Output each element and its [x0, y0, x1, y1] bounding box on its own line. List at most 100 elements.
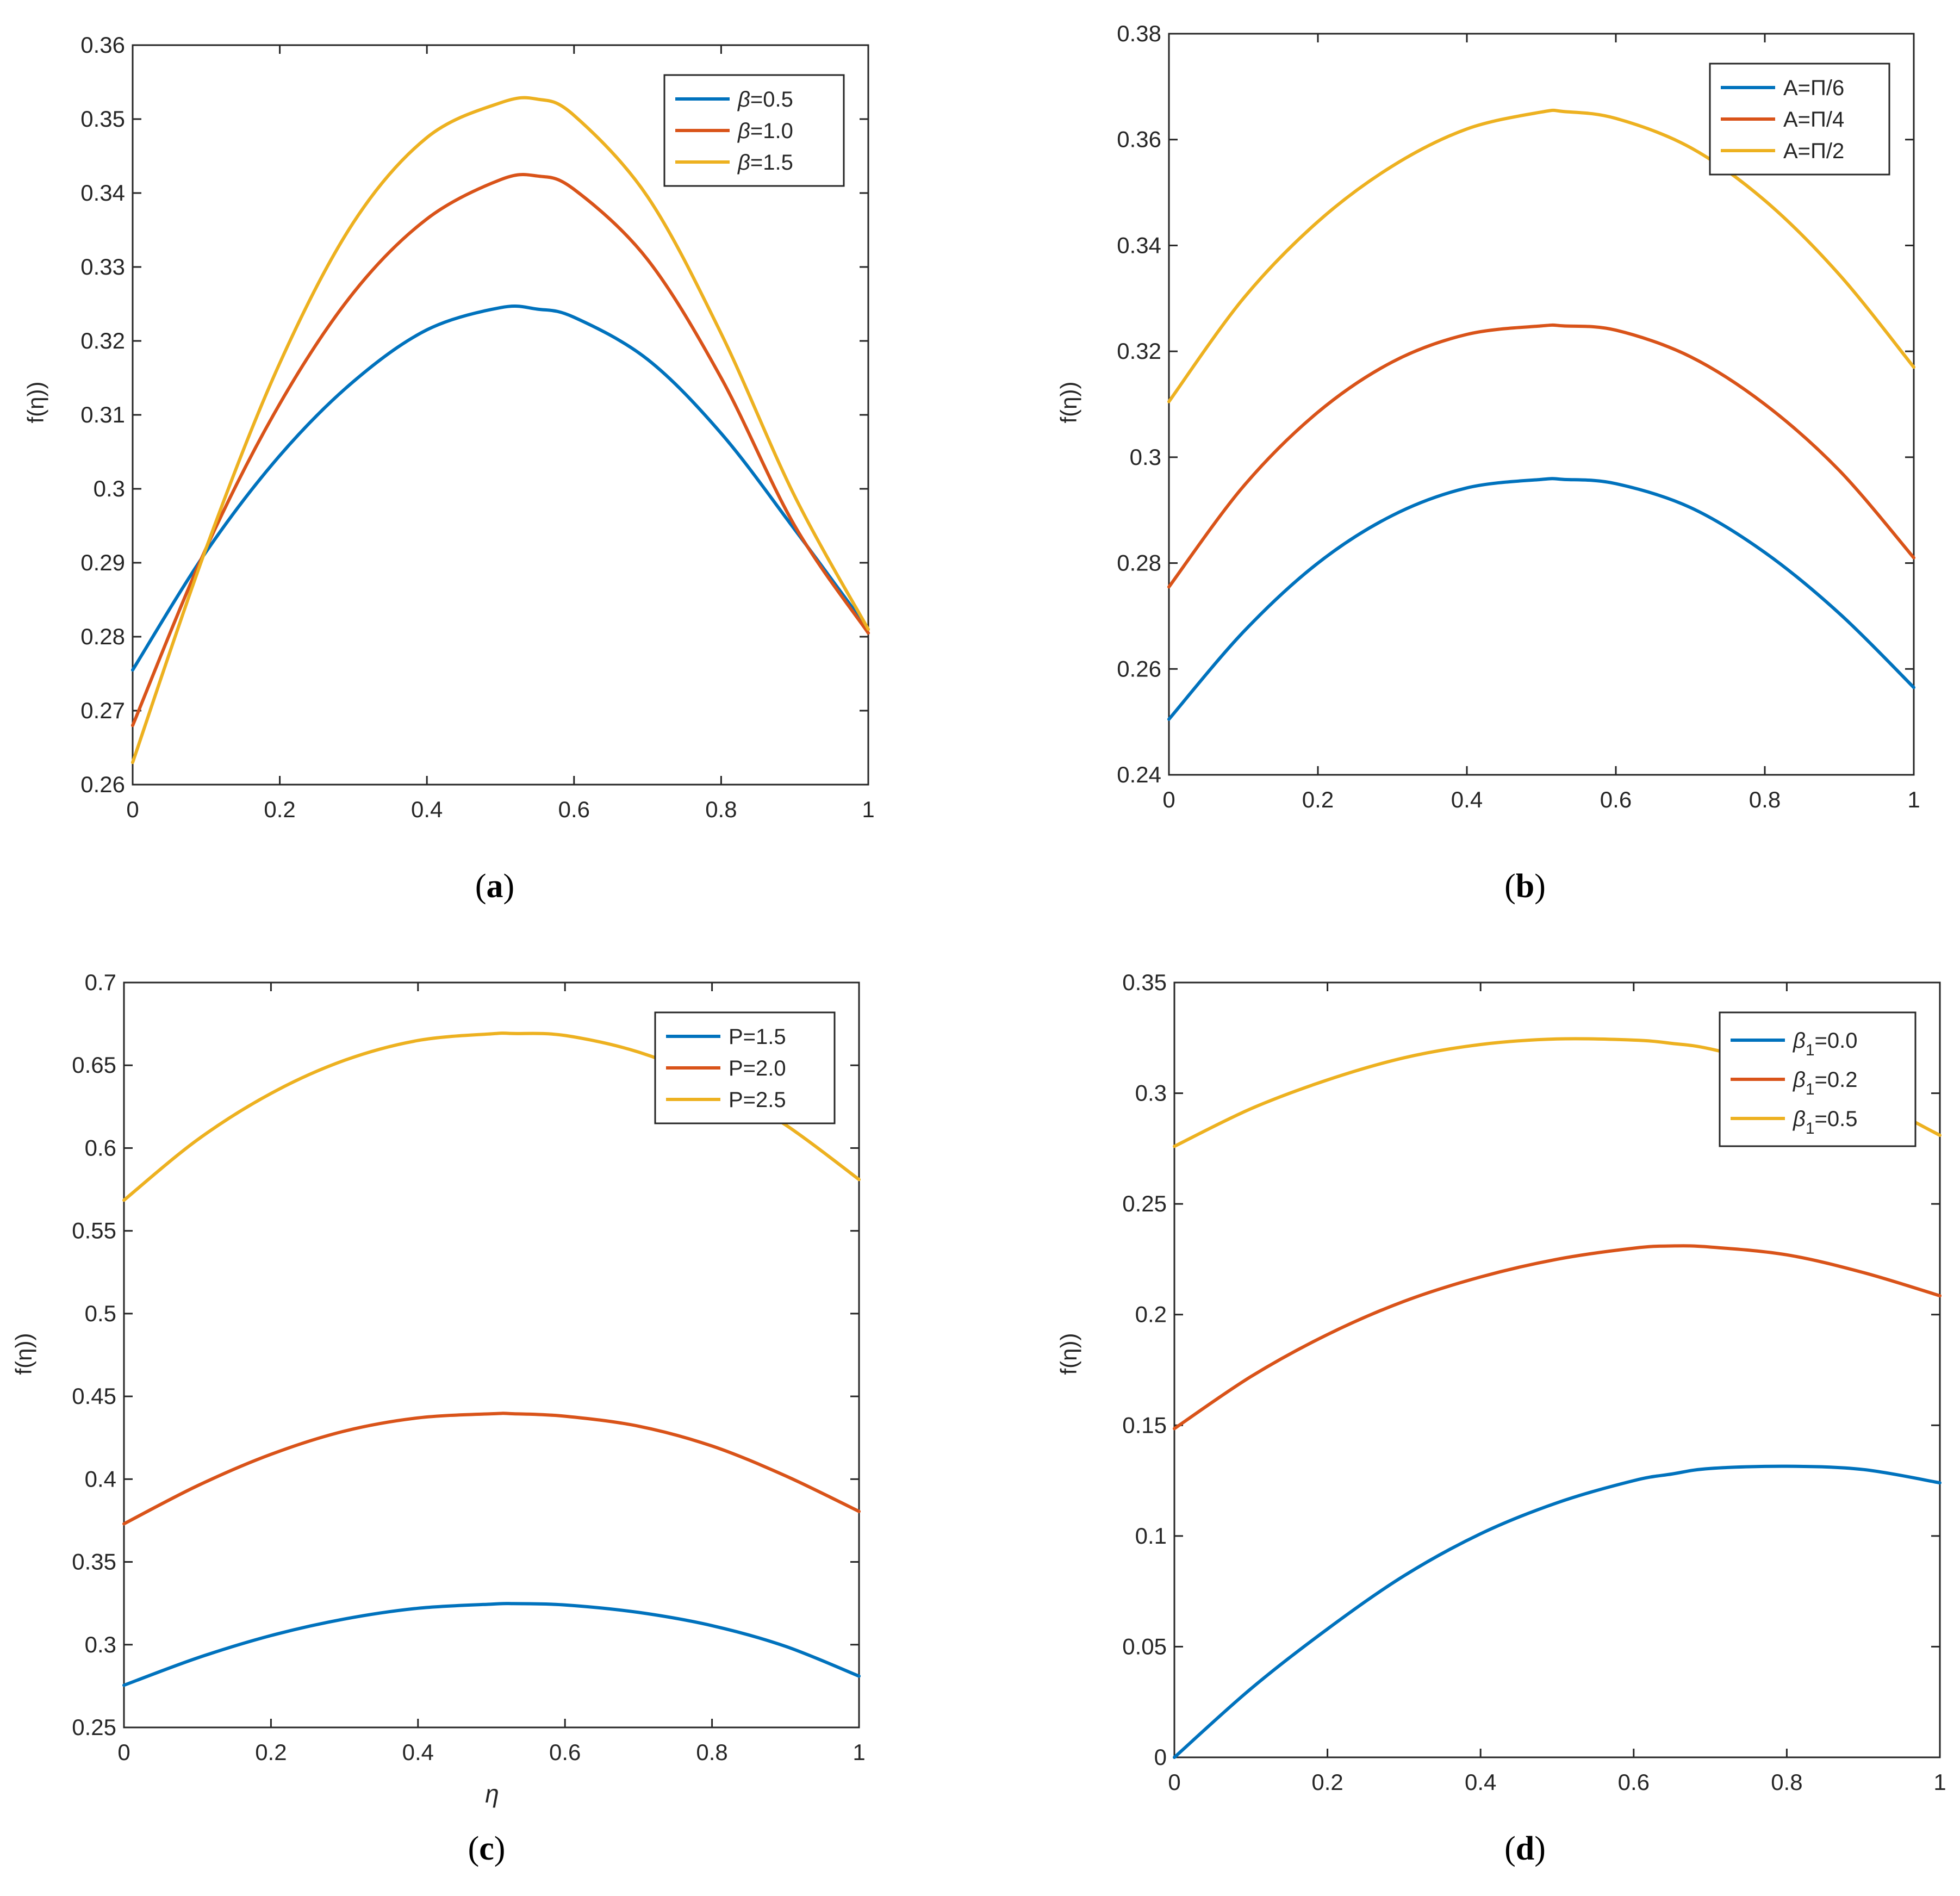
- y-tick-label: 0.28: [80, 624, 125, 649]
- y-tick-label: 0.6: [85, 1135, 116, 1160]
- legend: P=1.5 P=2.0 P=2.5: [654, 1011, 836, 1124]
- y-tick-label: 0.55: [72, 1218, 116, 1244]
- x-tick-label: 0.6: [1618, 1769, 1650, 1795]
- y-tick-label: 0.3: [1135, 1080, 1167, 1106]
- legend-label: A=Π/6: [1783, 76, 1844, 100]
- series-line-2: [122, 1412, 861, 1526]
- y-tick-label: 0.4: [85, 1466, 116, 1491]
- y-axis-label: f(η)): [1056, 382, 1081, 424]
- y-tick-label: 0.2: [1135, 1302, 1167, 1327]
- x-tick-label: 0.6: [549, 1739, 581, 1765]
- y-axis-label: f(η)): [23, 382, 48, 424]
- series-line-1: [131, 304, 870, 672]
- y-tick-label: 0.3: [85, 1632, 116, 1657]
- y-tick-label: 0.35: [1122, 969, 1167, 995]
- legend-label: β=1.5: [737, 151, 793, 175]
- y-tick-label: 0.33: [80, 254, 125, 279]
- panel-b: 0.24 0.26 0.28 0.3 0.32 0.34 0.36 0.38 0 0.2 0.4 0.…: [1056, 21, 1920, 812]
- x-tick-label: 0.4: [1451, 787, 1483, 812]
- legend-label: A=Π/2: [1783, 139, 1844, 163]
- panel-caption: (d): [1504, 1830, 1546, 1867]
- x-tick-label: 0.4: [1465, 1769, 1496, 1795]
- x-tick-label: 0.2: [255, 1739, 287, 1765]
- legend-label: β1=0.5: [1793, 1107, 1858, 1137]
- y-tick-label: 0.7: [85, 969, 116, 995]
- y-axis-label: f(η)): [11, 1333, 36, 1375]
- y-axis-label: f(η)): [1056, 1333, 1081, 1375]
- x-tick-label: 0.2: [264, 797, 295, 822]
- x-tick-label: 1: [853, 1739, 865, 1765]
- x-tick-label: 1: [1907, 787, 1920, 812]
- y-tick-label: 0.5: [85, 1301, 116, 1326]
- panel-c: 0.25 0.3 0.35 0.4 0.45 0.5 0.55 0.6 0.65 0.7 0 0.2 0…: [11, 969, 866, 1808]
- x-tick-label: 0.8: [1749, 787, 1781, 812]
- legend-label: β1=0.2: [1793, 1068, 1858, 1098]
- x-tick-label: 0.8: [696, 1739, 727, 1765]
- legend-label: β=0.5: [737, 88, 793, 111]
- y-tick-label: 0.25: [72, 1714, 116, 1740]
- y-tick-label: 0.32: [80, 328, 125, 353]
- y-tick-label: 0.31: [80, 402, 125, 427]
- x-tick-label: 0.8: [1771, 1769, 1802, 1795]
- y-tick-label: 0.36: [1117, 127, 1161, 152]
- legend: A=Π/6 A=Π/4 A=Π/2: [1709, 63, 1890, 176]
- y-tick-label: 0.15: [1122, 1412, 1167, 1438]
- series-line-2: [1167, 323, 1915, 589]
- legend-label: P=1.5: [729, 1025, 786, 1049]
- panel-caption: (c): [468, 1830, 506, 1867]
- series-line-3: [1167, 108, 1915, 403]
- y-tick-label: 0.25: [1122, 1191, 1167, 1216]
- y-tick-label: 0.32: [1117, 338, 1161, 364]
- x-tick-label: 0.6: [1600, 787, 1632, 812]
- x-tick-label: 1: [862, 797, 874, 822]
- y-tick-label: 0.26: [1117, 656, 1161, 681]
- legend-label: β=1.0: [737, 119, 793, 143]
- legend: β1=0.0 β1=0.2 β1=0.5: [1719, 1011, 1917, 1147]
- x-tick-label: 0.4: [411, 797, 443, 822]
- y-tick-label: 0.35: [72, 1549, 116, 1575]
- x-tick-label: 0: [117, 1739, 130, 1765]
- y-tick-label: 0.65: [72, 1052, 116, 1078]
- panel-d: 0 0.05 0.1 0.15 0.2 0.25 0.3 0.35 0 0.2 0.4 0.6 0.8 1…: [1056, 969, 1946, 1795]
- y-tick-label: 0.34: [1117, 232, 1161, 258]
- x-tick-label: 0.4: [402, 1739, 434, 1765]
- x-tick-label: 0: [126, 797, 139, 822]
- x-tick-label: 0: [1168, 1769, 1180, 1795]
- y-tick-label: 0.3: [1130, 444, 1161, 470]
- y-tick-label: 0.05: [1122, 1633, 1167, 1659]
- y-tick-label: 0.27: [80, 698, 125, 723]
- y-tick-label: 0.24: [1117, 762, 1161, 787]
- legend: β=0.5 β=1.0 β=1.5: [663, 74, 845, 187]
- y-tick-label: 0: [1154, 1744, 1167, 1770]
- series-line-2: [131, 173, 870, 728]
- y-tick-label: 0.3: [94, 476, 125, 501]
- y-tick-label: 0.35: [80, 106, 125, 132]
- y-tick-label: 0.34: [80, 180, 125, 206]
- x-tick-label: 0.6: [558, 797, 590, 822]
- x-tick-label: 0.8: [705, 797, 737, 822]
- x-tick-label: 1: [1933, 1769, 1946, 1795]
- panel-a: 0.26 0.27 0.28 0.29 0.3 0.31 0.32 0.33 0.34 0.35 0…: [23, 32, 875, 822]
- x-tick-label: 0.2: [1302, 787, 1334, 812]
- x-tick-label: 0.2: [1311, 1769, 1343, 1795]
- y-tick-label: 0.1: [1135, 1523, 1167, 1549]
- y-tick-label: 0.36: [80, 32, 125, 58]
- y-tick-label: 0.28: [1117, 550, 1161, 576]
- x-axis-label: η: [485, 1780, 499, 1808]
- series-line-3: [131, 96, 870, 764]
- legend-label: A=Π/4: [1783, 108, 1844, 132]
- series-line-1: [1173, 1464, 1942, 1759]
- panel-caption: (b): [1504, 868, 1546, 905]
- legend-label: β1=0.0: [1793, 1029, 1858, 1059]
- series-line-1: [1167, 477, 1915, 721]
- legend-label: P=2.5: [729, 1088, 786, 1112]
- panel-caption: (a): [475, 868, 514, 905]
- y-tick-label: 0.26: [80, 772, 125, 797]
- y-tick-label: 0.29: [80, 550, 125, 575]
- y-tick-label: 0.45: [72, 1383, 116, 1409]
- series-line-2: [1173, 1244, 1942, 1431]
- y-tick-label: 0.38: [1117, 21, 1161, 46]
- x-tick-label: 0: [1162, 787, 1175, 812]
- legend-label: P=2.0: [729, 1056, 786, 1080]
